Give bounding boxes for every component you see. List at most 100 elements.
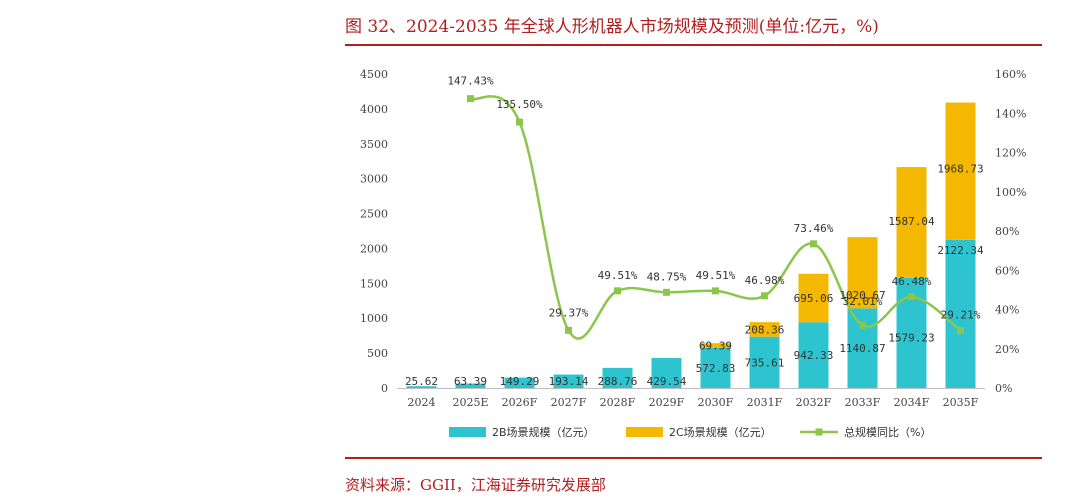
yoy-label: 46.48% — [892, 275, 932, 288]
yoy-marker — [859, 321, 866, 329]
yoy-marker — [810, 240, 817, 248]
bar-2c — [798, 273, 829, 323]
bar-2b — [553, 374, 584, 388]
y-left-tick-label: 4500 — [360, 68, 388, 81]
y-right-tick-label: 160% — [995, 68, 1026, 81]
legend-2b-swatch — [449, 427, 486, 437]
bar-2c-label: 1968.73 — [937, 163, 983, 176]
bar-2b-label: 193.14 — [549, 375, 589, 388]
y-right-tick-label: 100% — [995, 186, 1026, 199]
yoy-label: 135.50% — [496, 98, 543, 111]
bar-2c — [847, 237, 878, 309]
yoy-label: 49.51% — [696, 269, 736, 282]
yoy-marker — [663, 288, 670, 296]
bar-2b — [945, 239, 976, 388]
source-rule — [345, 457, 1042, 459]
yoy-marker — [614, 287, 621, 295]
y-right-tick-label: 40% — [995, 304, 1019, 317]
y-right-tick-label: 60% — [995, 264, 1019, 277]
yoy-label: 49.51% — [598, 269, 638, 282]
bar-2b-label: 429.54 — [647, 375, 687, 388]
bar-2b — [700, 348, 731, 388]
yoy-label: 32.01% — [843, 295, 883, 308]
y-left-tick-label: 3500 — [360, 138, 388, 151]
x-tick-label: 2025E — [452, 396, 488, 409]
y-left-tick-label: 3000 — [360, 173, 388, 186]
legend-yoy-label: 总规模同比（%） — [844, 425, 931, 439]
bar-2c-label: 69.39 — [699, 340, 732, 353]
source-note: 资料来源：GGII，江海证券研究发展部 — [345, 476, 606, 494]
title-rule — [345, 44, 1042, 46]
bar-2b-label: 572.83 — [696, 362, 736, 375]
bar-2b — [602, 367, 633, 388]
bar-2b — [749, 336, 780, 388]
y-right-tick-label: 20% — [995, 343, 1019, 356]
y-left-tick-label: 4000 — [360, 103, 388, 116]
yoy-marker — [957, 327, 964, 335]
y-left-tick-label: 2500 — [360, 208, 388, 221]
bar-2c-label: 1587.04 — [888, 215, 935, 228]
yoy-marker — [761, 292, 768, 300]
yoy-label: 29.37% — [549, 306, 589, 319]
x-tick-label: 2024 — [408, 396, 436, 409]
yoy-line — [469, 95, 962, 340]
figure-title: 图 32、2024-2035 年全球人形机器人市场规模及预测(单位:亿元，%) — [345, 17, 879, 37]
bar-2b-label: 2122.34 — [937, 244, 984, 257]
x-tick-label: 2032F — [796, 396, 832, 409]
bar-2b-label: 1579.23 — [888, 332, 934, 345]
yoy-label: 48.75% — [647, 270, 687, 283]
x-tick-label: 2033F — [845, 396, 881, 409]
y-left-tick-label: 2000 — [360, 242, 388, 255]
bar-2c — [749, 322, 780, 337]
bar-2c-label: 1020.67 — [839, 289, 885, 302]
bar-2b — [847, 308, 878, 388]
yoy-label: 147.43% — [447, 75, 494, 88]
y-left-tick-label: 500 — [367, 347, 388, 360]
yoy-marker — [467, 95, 474, 103]
yoy-label: 29.21% — [941, 309, 981, 322]
bar-2b — [798, 322, 829, 388]
bar-2c — [700, 343, 731, 349]
bar-2b — [406, 386, 437, 388]
bar-2b — [504, 377, 535, 388]
yoy-marker — [516, 118, 523, 126]
bar-2c — [896, 167, 927, 278]
legend-2c-label: 2C场景规模（亿元） — [669, 425, 772, 439]
bar-2b — [455, 383, 486, 388]
legend-2b-label: 2B场景规模（亿元） — [492, 425, 595, 439]
y-right-tick-label: 80% — [995, 225, 1019, 238]
x-tick-label: 2034F — [894, 396, 930, 409]
legend-2c-swatch — [626, 427, 663, 437]
bar-2b-label: 149.29 — [500, 375, 540, 388]
bar-2c-label: 208.36 — [745, 323, 785, 336]
yoy-label: 73.46% — [794, 222, 834, 235]
x-tick-label: 2029F — [649, 396, 685, 409]
yoy-marker — [712, 287, 719, 295]
x-tick-label: 2031F — [747, 396, 783, 409]
y-left-tick-label: 1500 — [360, 277, 388, 290]
x-tick-label: 2028F — [600, 396, 636, 409]
bar-2b-label: 942.33 — [794, 349, 834, 362]
yoy-label: 46.98% — [745, 274, 785, 287]
bar-2b-label: 1140.87 — [839, 342, 885, 355]
legend-yoy-marker — [815, 428, 823, 436]
bar-2b — [651, 358, 682, 388]
bar-2b-label: 735.61 — [745, 356, 785, 369]
bar-2c — [945, 102, 976, 240]
bar-2b-label: 25.62 — [405, 375, 438, 388]
yoy-marker — [565, 326, 572, 334]
y-left-tick-label: 1000 — [360, 312, 388, 325]
bar-2c-label: 695.06 — [794, 292, 834, 305]
x-tick-label: 2035F — [943, 396, 979, 409]
yoy-marker — [908, 293, 915, 301]
chart-svg: 0 500 1000 1500 2000 2500 3000 3500 4000 4500 0% 20… — [360, 68, 1026, 439]
bar-2b-label: 63.39 — [454, 375, 487, 388]
y-right-tick-label: 120% — [995, 147, 1026, 160]
y-left-tick-label: 0 — [381, 382, 388, 395]
x-tick-label: 2026F — [502, 396, 538, 409]
y-right-tick-label: 0% — [995, 382, 1012, 395]
bar-2b-label: 288.76 — [598, 375, 638, 388]
x-tick-label: 2027F — [551, 396, 587, 409]
x-tick-label: 2030F — [698, 396, 734, 409]
y-right-tick-label: 140% — [995, 107, 1026, 120]
